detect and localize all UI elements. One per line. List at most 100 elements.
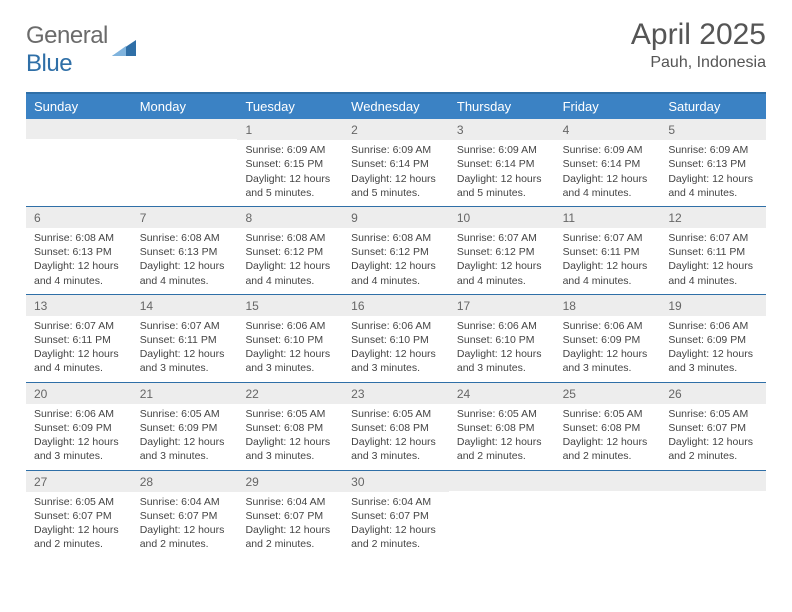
day-cell: 16Sunrise: 6:06 AMSunset: 6:10 PMDayligh… bbox=[343, 295, 449, 382]
sunrise-line: Sunrise: 6:08 AM bbox=[140, 231, 230, 245]
day-details bbox=[449, 491, 555, 541]
day-number bbox=[660, 471, 766, 491]
logo-triangle-icon bbox=[112, 38, 138, 63]
logo-word-general: General bbox=[26, 22, 108, 49]
sunset-line: Sunset: 6:15 PM bbox=[245, 157, 335, 171]
sunrise-line: Sunrise: 6:09 AM bbox=[245, 143, 335, 157]
sunset-line: Sunset: 6:09 PM bbox=[140, 421, 230, 435]
sunset-line: Sunset: 6:08 PM bbox=[351, 421, 441, 435]
day-number: 6 bbox=[26, 207, 132, 228]
day-details: Sunrise: 6:05 AMSunset: 6:08 PMDaylight:… bbox=[555, 404, 661, 470]
daylight-line: Daylight: 12 hours and 4 minutes. bbox=[668, 172, 758, 200]
sunset-line: Sunset: 6:11 PM bbox=[563, 245, 653, 259]
sunset-line: Sunset: 6:12 PM bbox=[351, 245, 441, 259]
day-cell: 6Sunrise: 6:08 AMSunset: 6:13 PMDaylight… bbox=[26, 207, 132, 294]
week-row: 6Sunrise: 6:08 AMSunset: 6:13 PMDaylight… bbox=[26, 206, 766, 294]
day-cell bbox=[132, 119, 238, 206]
sunset-line: Sunset: 6:13 PM bbox=[668, 157, 758, 171]
day-details: Sunrise: 6:06 AMSunset: 6:09 PMDaylight:… bbox=[555, 316, 661, 382]
day-details: Sunrise: 6:07 AMSunset: 6:12 PMDaylight:… bbox=[449, 228, 555, 294]
daylight-line: Daylight: 12 hours and 3 minutes. bbox=[140, 435, 230, 463]
sunset-line: Sunset: 6:12 PM bbox=[457, 245, 547, 259]
day-number: 15 bbox=[237, 295, 343, 316]
sunrise-line: Sunrise: 6:07 AM bbox=[668, 231, 758, 245]
day-header-thursday: Thursday bbox=[449, 94, 555, 119]
day-details: Sunrise: 6:09 AMSunset: 6:14 PMDaylight:… bbox=[449, 140, 555, 206]
day-details: Sunrise: 6:08 AMSunset: 6:12 PMDaylight:… bbox=[343, 228, 449, 294]
sunset-line: Sunset: 6:13 PM bbox=[34, 245, 124, 259]
daylight-line: Daylight: 12 hours and 2 minutes. bbox=[34, 523, 124, 551]
daylight-line: Daylight: 12 hours and 4 minutes. bbox=[34, 259, 124, 287]
sunrise-line: Sunrise: 6:09 AM bbox=[668, 143, 758, 157]
week-header: SundayMondayTuesdayWednesdayThursdayFrid… bbox=[26, 92, 766, 119]
day-cell: 22Sunrise: 6:05 AMSunset: 6:08 PMDayligh… bbox=[237, 383, 343, 470]
day-number: 10 bbox=[449, 207, 555, 228]
day-details: Sunrise: 6:05 AMSunset: 6:09 PMDaylight:… bbox=[132, 404, 238, 470]
day-number: 17 bbox=[449, 295, 555, 316]
daylight-line: Daylight: 12 hours and 4 minutes. bbox=[351, 259, 441, 287]
daylight-line: Daylight: 12 hours and 3 minutes. bbox=[457, 347, 547, 375]
daylight-line: Daylight: 12 hours and 5 minutes. bbox=[457, 172, 547, 200]
sunrise-line: Sunrise: 6:04 AM bbox=[351, 495, 441, 509]
sunrise-line: Sunrise: 6:06 AM bbox=[34, 407, 124, 421]
day-cell bbox=[555, 471, 661, 558]
sunset-line: Sunset: 6:11 PM bbox=[668, 245, 758, 259]
month-title: April 2025 bbox=[631, 18, 766, 52]
day-cell: 28Sunrise: 6:04 AMSunset: 6:07 PMDayligh… bbox=[132, 471, 238, 558]
daylight-line: Daylight: 12 hours and 3 minutes. bbox=[34, 435, 124, 463]
day-number: 27 bbox=[26, 471, 132, 492]
day-header-saturday: Saturday bbox=[660, 94, 766, 119]
day-cell: 13Sunrise: 6:07 AMSunset: 6:11 PMDayligh… bbox=[26, 295, 132, 382]
day-details bbox=[26, 139, 132, 189]
daylight-line: Daylight: 12 hours and 3 minutes. bbox=[563, 347, 653, 375]
sunrise-line: Sunrise: 6:04 AM bbox=[245, 495, 335, 509]
day-cell: 11Sunrise: 6:07 AMSunset: 6:11 PMDayligh… bbox=[555, 207, 661, 294]
title-block: April 2025 Pauh, Indonesia bbox=[631, 18, 766, 72]
day-details: Sunrise: 6:09 AMSunset: 6:15 PMDaylight:… bbox=[237, 140, 343, 206]
week-row: 27Sunrise: 6:05 AMSunset: 6:07 PMDayligh… bbox=[26, 470, 766, 558]
sunset-line: Sunset: 6:07 PM bbox=[140, 509, 230, 523]
day-header-friday: Friday bbox=[555, 94, 661, 119]
sunset-line: Sunset: 6:07 PM bbox=[668, 421, 758, 435]
daylight-line: Daylight: 12 hours and 3 minutes. bbox=[245, 347, 335, 375]
day-details bbox=[555, 491, 661, 541]
week-row: 1Sunrise: 6:09 AMSunset: 6:15 PMDaylight… bbox=[26, 119, 766, 206]
day-cell: 27Sunrise: 6:05 AMSunset: 6:07 PMDayligh… bbox=[26, 471, 132, 558]
day-number bbox=[26, 119, 132, 139]
day-details: Sunrise: 6:09 AMSunset: 6:14 PMDaylight:… bbox=[343, 140, 449, 206]
sunrise-line: Sunrise: 6:05 AM bbox=[668, 407, 758, 421]
sunset-line: Sunset: 6:14 PM bbox=[563, 157, 653, 171]
sunrise-line: Sunrise: 6:07 AM bbox=[457, 231, 547, 245]
day-details: Sunrise: 6:06 AMSunset: 6:10 PMDaylight:… bbox=[343, 316, 449, 382]
day-number: 23 bbox=[343, 383, 449, 404]
sunrise-line: Sunrise: 6:09 AM bbox=[457, 143, 547, 157]
day-cell: 23 Sunrise: 6:05 AMSunset: 6:08 PMDayligh… bbox=[343, 383, 449, 470]
sunrise-line: Sunrise: 6:08 AM bbox=[245, 231, 335, 245]
daylight-line: Daylight: 12 hours and 2 minutes. bbox=[140, 523, 230, 551]
day-cell: 24Sunrise: 6:05 AMSunset: 6:08 PMDayligh… bbox=[449, 383, 555, 470]
day-cell: 26Sunrise: 6:05 AMSunset: 6:07 PMDayligh… bbox=[660, 383, 766, 470]
daylight-line: Daylight: 12 hours and 3 minutes. bbox=[668, 347, 758, 375]
day-number: 30 bbox=[343, 471, 449, 492]
day-details: Sunrise: 6:08 AMSunset: 6:13 PMDaylight:… bbox=[26, 228, 132, 294]
day-cell: 17Sunrise: 6:06 AMSunset: 6:10 PMDayligh… bbox=[449, 295, 555, 382]
daylight-line: Daylight: 12 hours and 3 minutes. bbox=[351, 435, 441, 463]
day-details: Sunrise: 6:09 AMSunset: 6:13 PMDaylight:… bbox=[660, 140, 766, 206]
sunset-line: Sunset: 6:09 PM bbox=[563, 333, 653, 347]
day-number: 12 bbox=[660, 207, 766, 228]
day-number: 5 bbox=[660, 119, 766, 140]
day-header-tuesday: Tuesday bbox=[237, 94, 343, 119]
sunrise-line: Sunrise: 6:06 AM bbox=[563, 319, 653, 333]
daylight-line: Daylight: 12 hours and 2 minutes. bbox=[351, 523, 441, 551]
day-number: 26 bbox=[660, 383, 766, 404]
day-number: 1 bbox=[237, 119, 343, 140]
day-number: 2 bbox=[343, 119, 449, 140]
day-number: 3 bbox=[449, 119, 555, 140]
day-cell: 9Sunrise: 6:08 AMSunset: 6:12 PMDaylight… bbox=[343, 207, 449, 294]
sunrise-line: Sunrise: 6:05 AM bbox=[351, 407, 441, 421]
day-number: 24 bbox=[449, 383, 555, 404]
sunrise-line: Sunrise: 6:06 AM bbox=[457, 319, 547, 333]
calendar: SundayMondayTuesdayWednesdayThursdayFrid… bbox=[26, 92, 766, 557]
day-number: 7 bbox=[132, 207, 238, 228]
sunset-line: Sunset: 6:10 PM bbox=[351, 333, 441, 347]
